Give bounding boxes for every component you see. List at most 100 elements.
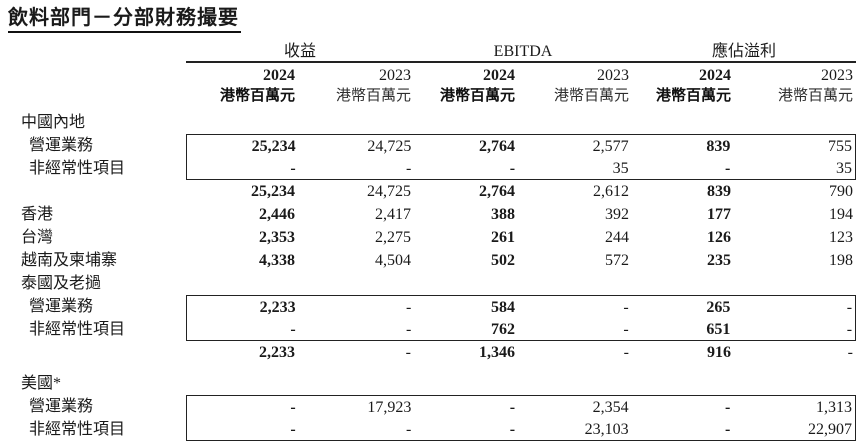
year-header: 2023 (597, 67, 629, 84)
value-cell (518, 111, 632, 134)
value-cell: 126 (707, 229, 731, 246)
value-cell: 2,233 (259, 299, 296, 316)
year-header: 2023 (379, 67, 411, 84)
value-cell (186, 372, 298, 395)
value-cell: 1,313 (816, 399, 853, 416)
value-cell (414, 111, 518, 134)
subtotal-row: 25,234 24,725 2,764 2,612 839 790 (8, 180, 858, 203)
value-cell: 261 (491, 229, 515, 246)
value-cell: 502 (491, 252, 515, 269)
value-cell: - (623, 344, 629, 361)
row-label: 營運業務 (29, 137, 94, 154)
value-cell: 2,612 (593, 183, 629, 200)
value-cell: 2,353 (259, 229, 295, 246)
table-row: 越南及柬埔寨 4,338 4,504 502 572 235 198 (8, 249, 858, 272)
value-cell: 4,504 (375, 252, 411, 269)
table-row: 非經常性項目 - - - 23,103 - 22,907 (8, 418, 858, 441)
value-cell: 790 (829, 183, 853, 200)
value-cell: 198 (829, 252, 853, 269)
row-values: 4,338 4,504 502 572 235 198 (186, 249, 856, 272)
value-cell: - (406, 299, 412, 316)
value-cell: - (846, 299, 853, 316)
row-values: 2,446 2,417 388 392 177 194 (186, 203, 856, 226)
table-row: 台灣 2,353 2,275 261 244 126 123 (8, 226, 858, 249)
value-cell: 2,577 (592, 138, 629, 155)
value-cell: 755 (828, 138, 853, 155)
value-cell: - (406, 421, 412, 438)
section-row: 中國內地 (8, 111, 858, 134)
group-header: 應佔溢利 (711, 43, 776, 60)
row-label: 香港 (21, 206, 54, 223)
value-cell: 2,764 (479, 183, 515, 200)
value-cell (298, 272, 414, 295)
value-cell: 584 (491, 299, 516, 316)
year-header-row: 2024 2023 2024 2023 2024 2023 (8, 63, 858, 87)
row-label (8, 341, 186, 364)
value-cell: 25,234 (251, 138, 296, 155)
section-row: 泰國及老撾 (8, 272, 858, 295)
row-values: - - - 23,103 - 22,907 (186, 418, 856, 441)
value-cell: 35 (612, 160, 629, 177)
table-row: 營運業務 2,233 - 584 - 265 - (8, 295, 858, 318)
value-cell: 177 (707, 206, 731, 223)
unit-label: 港幣百萬元 (335, 88, 411, 104)
row-values: 2,353 2,275 261 244 126 123 (186, 226, 856, 249)
row-values (186, 272, 856, 295)
row-label: 泰國及老撾 (21, 275, 102, 292)
value-cell (298, 372, 414, 395)
section-row: 美國* (8, 372, 858, 395)
value-cell: - (405, 344, 411, 361)
value-cell: 22,907 (808, 421, 853, 438)
financial-table: 收益 EBITDA 應佔溢利 2024 2023 2024 2023 2024 2023 港幣… (8, 41, 858, 441)
value-cell: 762 (491, 321, 516, 338)
value-cell: - (509, 160, 516, 177)
value-cell: - (509, 399, 516, 416)
value-cell: 265 (706, 299, 731, 316)
year-header: 2023 (821, 67, 853, 84)
value-cell: 839 (706, 138, 731, 155)
value-cell: - (725, 399, 731, 416)
value-cell: 388 (491, 206, 515, 223)
row-values (186, 372, 856, 395)
value-cell (734, 272, 856, 295)
subtotal-row: 2,233 - 1,346 - 916 - (8, 341, 858, 364)
row-values: 25,234 24,725 2,764 2,577 839 755 (186, 134, 856, 157)
value-cell: 916 (707, 344, 731, 361)
value-cell: 235 (707, 252, 731, 269)
value-cell (632, 272, 734, 295)
value-cell (186, 111, 298, 134)
year-header: 2024 (263, 67, 295, 84)
value-cell: - (509, 421, 516, 438)
unit-label: 港幣百萬元 (439, 88, 515, 104)
value-cell: - (406, 160, 412, 177)
year-headers: 2024 2023 2024 2023 2024 2023 (186, 63, 856, 87)
value-cell: - (406, 321, 412, 338)
value-cell: - (623, 321, 629, 338)
value-cell: - (725, 421, 731, 438)
unit-label: 港幣百萬元 (553, 88, 629, 104)
row-values: 25,234 24,725 2,764 2,612 839 790 (186, 180, 856, 203)
value-cell: 572 (605, 252, 629, 269)
table-row: 非經常性項目 - - - 35 - 35 (8, 157, 858, 180)
value-cell (298, 111, 414, 134)
value-cell: - (290, 321, 296, 338)
year-header: 2024 (483, 67, 515, 84)
group-headers: 收益 EBITDA 應佔溢利 (186, 41, 856, 63)
value-cell: - (290, 421, 296, 438)
row-label: 中國內地 (21, 114, 86, 131)
value-cell (632, 372, 734, 395)
value-cell: 194 (829, 206, 853, 223)
table-body: 中國內地 營運業務 25,234 24,725 2,764 2,577 839 755 非經常性… (8, 111, 858, 441)
value-cell: - (290, 399, 296, 416)
value-cell: 2,417 (375, 206, 411, 223)
row-label: 非經常性項目 (29, 421, 126, 438)
row-values: 2,233 - 584 - 265 - (186, 295, 856, 318)
unit-header-row: 港幣百萬元 港幣百萬元 港幣百萬元 港幣百萬元 港幣百萬元 港幣百萬元 (8, 87, 858, 107)
row-label: 越南及柬埔寨 (21, 252, 118, 269)
value-cell: 17,923 (367, 399, 412, 416)
value-cell: 2,275 (375, 229, 411, 246)
row-values (186, 111, 856, 134)
value-cell: - (623, 299, 629, 316)
row-label: 非經常性項目 (29, 160, 126, 177)
